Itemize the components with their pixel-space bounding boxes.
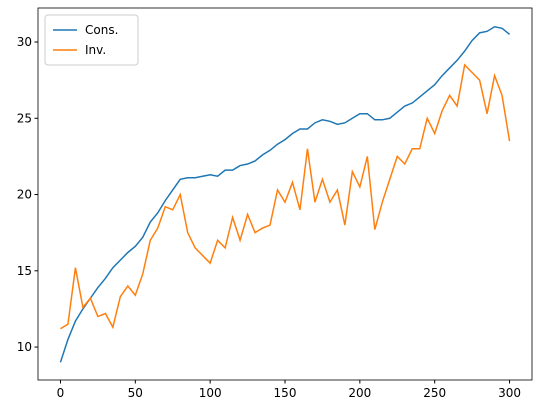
legend-label: Inv. [85,43,106,57]
x-tick-label: 0 [57,386,65,400]
x-tick-label: 300 [498,386,521,400]
x-tick-label: 100 [199,386,222,400]
legend-box [44,14,139,66]
x-tick-label: 150 [274,386,297,400]
plot-area [38,8,532,380]
x-tick-label: 50 [128,386,143,400]
y-tick-label: 20 [17,188,32,202]
y-tick-label: 25 [17,111,32,125]
y-tick-label: 30 [17,35,32,49]
x-tick-label: 200 [348,386,371,400]
y-tick-label: 15 [17,264,32,278]
series-line [59,25,511,363]
x-tick-label: 250 [423,386,446,400]
axes-frame [37,7,533,381]
legend-label: Cons. [85,23,118,37]
y-tick-label: 10 [17,340,32,354]
series-line [60,63,511,330]
